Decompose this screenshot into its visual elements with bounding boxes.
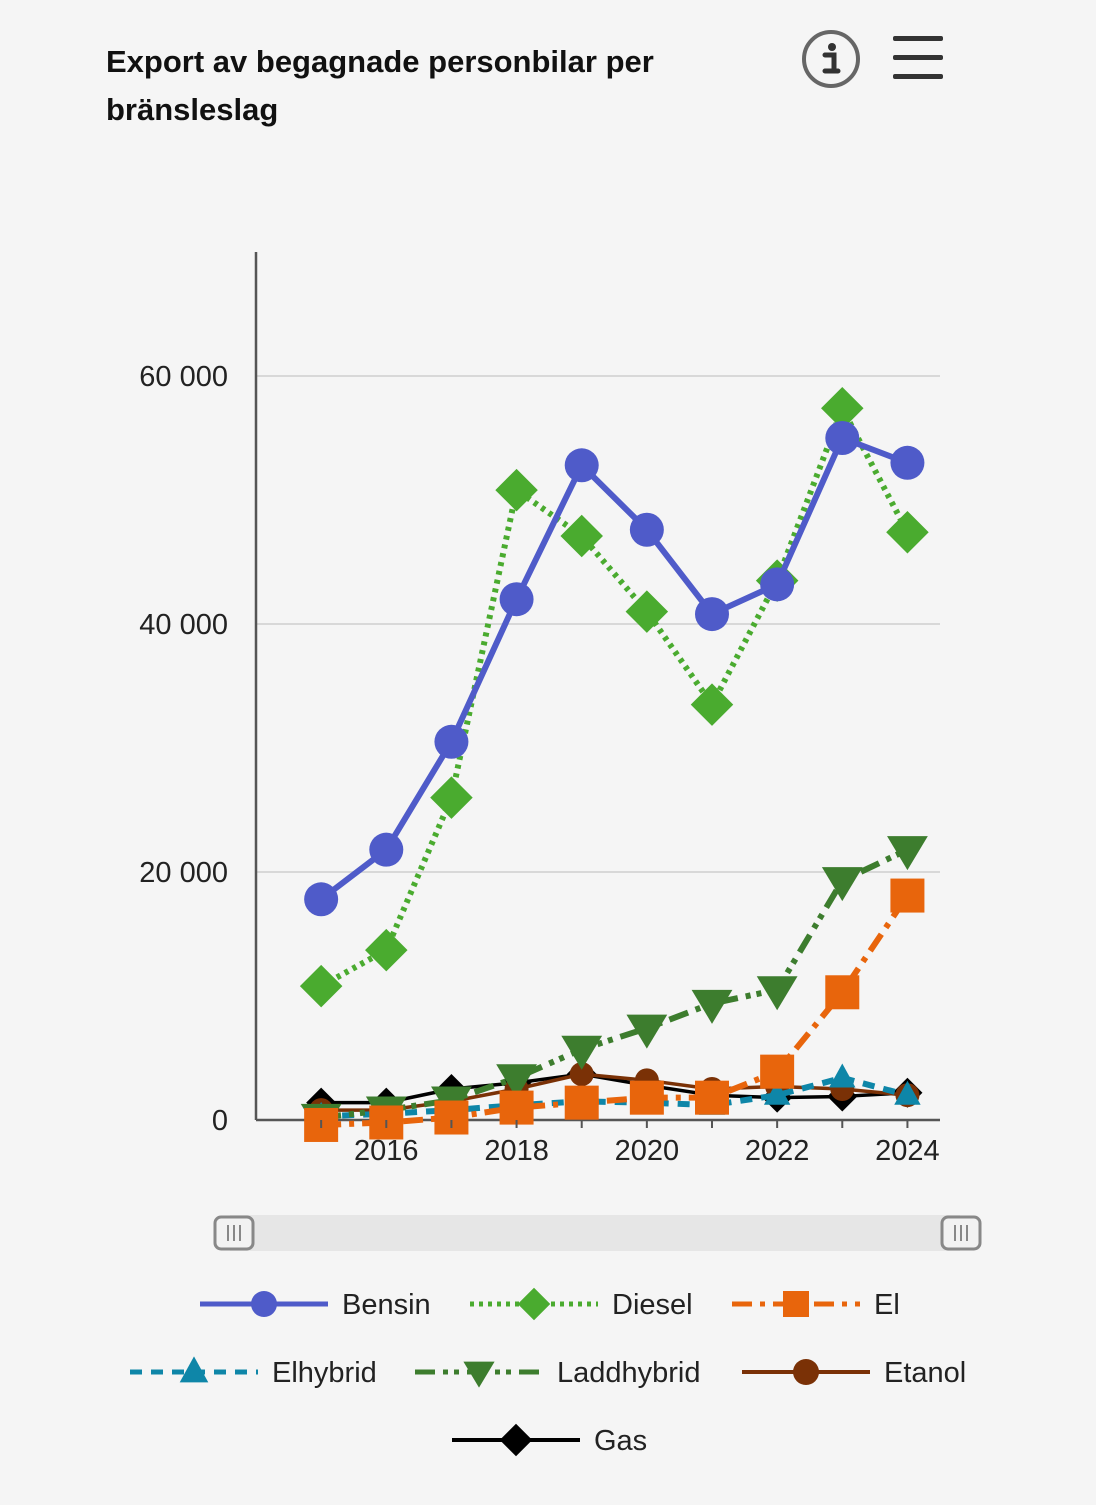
legend-label: Etanol <box>884 1357 966 1389</box>
data-point[interactable] <box>821 386 864 430</box>
x-axis-ticks: 2016 2018 2020 2022 2024 <box>320 1120 940 1167</box>
data-point[interactable] <box>434 724 469 759</box>
data-point[interactable] <box>829 1063 856 1088</box>
data-point[interactable] <box>691 989 733 1024</box>
data-point[interactable] <box>561 1035 603 1070</box>
y-tick-label: 0 <box>212 1105 228 1137</box>
data-point[interactable] <box>825 975 860 1010</box>
series-line <box>321 1074 909 1120</box>
data-point[interactable] <box>626 1014 668 1049</box>
range-slider-left-handle[interactable] <box>213 1215 255 1251</box>
legend-item-bensin[interactable]: Bensin <box>200 1289 431 1321</box>
data-point[interactable] <box>887 836 928 871</box>
series-diesel <box>299 386 929 1008</box>
data-point[interactable] <box>886 510 929 554</box>
data-point[interactable] <box>499 582 534 617</box>
data-point[interactable] <box>760 567 795 602</box>
data-point[interactable] <box>825 421 860 455</box>
series-line <box>321 893 910 1128</box>
series-bensin <box>304 421 925 917</box>
data-point[interactable] <box>369 832 404 867</box>
y-tick-label: 60 000 <box>139 361 228 393</box>
data-point[interactable] <box>756 976 798 1011</box>
hamburger-menu-icon[interactable] <box>888 30 948 86</box>
legend: Bensin Diesel El Elhybrid Laddhybrid Etanol Ga… <box>130 1287 966 1457</box>
range-slider-right-handle[interactable] <box>940 1215 982 1251</box>
data-point[interactable] <box>690 683 734 726</box>
series-line <box>319 435 909 902</box>
data-point[interactable] <box>629 1080 664 1115</box>
data-point[interactable] <box>894 1080 921 1105</box>
data-point[interactable] <box>625 590 669 633</box>
data-point[interactable] <box>560 514 603 558</box>
x-tick-label: 2018 <box>484 1135 549 1167</box>
data-point[interactable] <box>890 445 925 480</box>
data-point[interactable] <box>890 878 925 913</box>
legend-item-etanol[interactable]: Etanol <box>742 1357 966 1389</box>
data-point[interactable] <box>430 776 473 819</box>
data-point[interactable] <box>365 928 408 972</box>
data-point[interactable] <box>569 1062 594 1087</box>
legend-label: El <box>874 1289 900 1321</box>
data-point[interactable] <box>496 1064 537 1099</box>
data-point[interactable] <box>629 512 664 547</box>
data-point[interactable] <box>695 1080 729 1115</box>
data-point[interactable] <box>763 1080 791 1105</box>
legend-label: Elhybrid <box>272 1357 377 1389</box>
y-tick-label: 40 000 <box>139 609 228 641</box>
series-line <box>319 405 911 989</box>
data-point[interactable] <box>434 1100 469 1135</box>
legend-item-laddhybrid[interactable]: Laddhybrid <box>415 1357 701 1389</box>
data-point[interactable] <box>495 468 538 512</box>
chart-title: Export av begagnade personbilar per brän… <box>106 44 654 127</box>
series-lines <box>299 386 929 1142</box>
legend-item-gas[interactable]: Gas <box>452 1423 647 1457</box>
x-tick-label: 2020 <box>615 1135 680 1167</box>
data-point[interactable] <box>821 867 863 902</box>
x-tick-label: 2022 <box>745 1135 810 1167</box>
legend-item-diesel[interactable]: Diesel <box>470 1287 693 1321</box>
legend-item-el[interactable]: El <box>732 1289 900 1321</box>
data-point[interactable] <box>299 964 343 1008</box>
x-tick-label: 2024 <box>875 1135 940 1167</box>
legend-label: Laddhybrid <box>557 1357 701 1389</box>
data-point[interactable] <box>499 1090 534 1125</box>
y-tick-label: 20 000 <box>139 857 228 889</box>
legend-label: Bensin <box>342 1289 431 1321</box>
range-slider[interactable] <box>213 1215 982 1251</box>
x-tick-label: 2016 <box>354 1135 419 1167</box>
legend-item-elhybrid[interactable]: Elhybrid <box>130 1356 377 1389</box>
data-point[interactable] <box>564 1085 599 1120</box>
data-point[interactable] <box>695 597 729 632</box>
legend-label: Gas <box>594 1425 647 1457</box>
series-el <box>304 878 925 1142</box>
legend-label: Diesel <box>612 1289 693 1321</box>
series-line <box>321 1072 908 1105</box>
y-axis-ticks: 0 20 000 40 000 60 000 <box>139 361 228 1137</box>
data-point[interactable] <box>760 1054 795 1089</box>
range-slider-track[interactable] <box>230 1215 960 1251</box>
data-point[interactable] <box>304 882 339 917</box>
info-icon[interactable] <box>800 28 862 90</box>
data-point[interactable] <box>564 448 599 483</box>
series-line <box>320 846 909 1121</box>
